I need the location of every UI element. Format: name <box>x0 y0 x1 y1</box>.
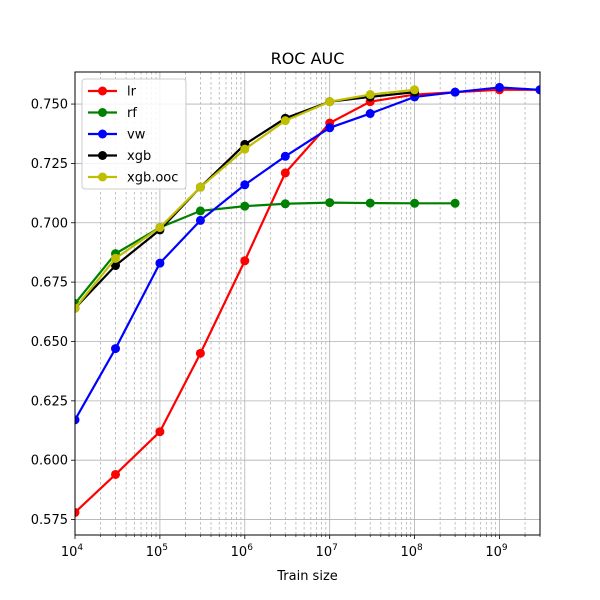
data-point-xgb.ooc <box>195 182 205 192</box>
data-point-lr <box>195 348 205 358</box>
data-point-vw <box>111 344 121 354</box>
y-tick-label: 0.700 <box>31 216 68 231</box>
legend-swatch-marker <box>98 108 107 117</box>
data-point-vw <box>325 123 335 133</box>
y-tick-label: 0.575 <box>31 513 68 528</box>
data-point-xgb.ooc <box>410 85 420 95</box>
data-point-vw <box>155 258 165 268</box>
data-point-xgb.ooc <box>365 90 375 100</box>
x-tick-exponent: 5 <box>162 543 168 553</box>
legend-label: vw <box>127 128 146 143</box>
plot-frame <box>74 71 541 536</box>
data-point-xgb.ooc <box>325 97 335 107</box>
data-point-xgb.ooc <box>280 116 290 126</box>
y-tick-label: 0.750 <box>31 98 68 113</box>
data-point-xgb.ooc <box>111 253 121 263</box>
legend-swatch-marker <box>98 86 107 96</box>
data-point-rf <box>195 206 205 216</box>
data-point-vw <box>535 85 540 95</box>
y-tick-label: 0.675 <box>31 276 68 291</box>
x-axis-label: Train size <box>276 569 338 584</box>
y-tick-label: 0.625 <box>31 394 68 409</box>
ticks: 104 105 106 107 108 1090.5750.6000.6250.6500.… <box>31 98 541 560</box>
data-point-vw <box>240 180 250 190</box>
legend-swatch-marker <box>98 172 107 182</box>
data-point-rf <box>240 201 250 211</box>
series-line-vw <box>75 86 540 421</box>
legend: lr rf vw xgb xgb.ooc <box>81 78 187 190</box>
y-tick-label: 0.600 <box>31 454 68 469</box>
series-layer <box>75 82 540 517</box>
legend-swatch-marker <box>98 151 107 160</box>
data-point-vw <box>195 215 205 225</box>
legend-box <box>81 78 187 190</box>
data-point-rf <box>450 198 460 208</box>
data-point-xgb.ooc <box>240 144 250 154</box>
y-tick-label: 0.725 <box>31 157 68 172</box>
data-point-xgb <box>111 261 121 271</box>
data-point-vw <box>494 82 504 92</box>
data-point-lr <box>111 469 121 479</box>
chart-title: ROC AUC <box>271 49 345 68</box>
y-tick-label: 0.650 <box>31 335 68 350</box>
x-tick-exponent: 6 <box>247 543 253 553</box>
data-point-lr <box>155 427 165 437</box>
data-point-lr <box>280 168 290 178</box>
legend-label: lr <box>127 85 137 100</box>
x-tick-exponent: 9 <box>502 543 508 553</box>
data-point-lr <box>240 256 250 266</box>
legend-label: xgb.ooc <box>127 171 178 186</box>
data-point-xgb.ooc <box>155 223 165 233</box>
data-point-vw <box>450 87 460 97</box>
data-point-rf <box>410 198 420 208</box>
x-tick-exponent: 7 <box>332 543 338 553</box>
data-point-rf <box>365 198 375 208</box>
data-point-lr <box>75 507 80 517</box>
legend-label: rf <box>127 106 137 121</box>
legend-swatch-marker <box>98 129 107 139</box>
x-tick-exponent: 4 <box>77 543 83 553</box>
data-point-vw <box>280 151 290 161</box>
series-line-rf <box>75 201 456 305</box>
data-point-xgb.ooc <box>75 303 80 313</box>
data-point-vw <box>365 109 375 119</box>
data-point-rf <box>280 199 290 209</box>
data-point-vw <box>75 415 80 425</box>
legend-label: xgb <box>127 149 151 164</box>
data-point-rf <box>325 198 335 208</box>
x-tick-exponent: 8 <box>417 543 423 553</box>
